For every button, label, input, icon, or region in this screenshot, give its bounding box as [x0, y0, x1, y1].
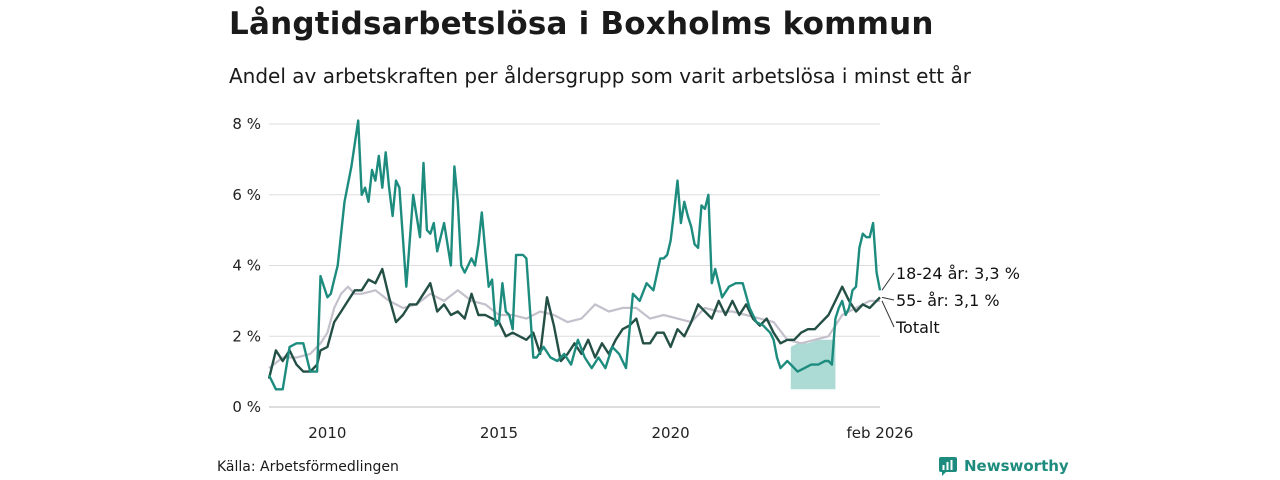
y-tick-label: 8 %	[232, 115, 261, 133]
y-tick-label: 2 %	[232, 327, 261, 345]
brand-name: Newsworthy	[964, 457, 1069, 475]
label-leader-line	[881, 272, 895, 291]
y-tick-label: 4 %	[232, 257, 261, 275]
series-end-label: Totalt	[895, 318, 940, 337]
series-line-totalt	[268, 285, 880, 369]
x-tick-label: feb 2026	[847, 424, 914, 442]
series-end-labels: 18-24 år: 3,3 % 55- år: 3,1 % Totalt	[881, 264, 1020, 337]
gridlines	[269, 123, 880, 408]
label-leader-line	[881, 296, 895, 301]
series-line-55-r	[267, 267, 881, 379]
x-tick-label: 2010	[308, 424, 346, 442]
brand-logo: Newsworthy	[938, 456, 1069, 476]
chart-subtitle: Andel av arbetskraften per åldersgrupp s…	[229, 64, 971, 88]
x-axis: 2010 2015 2020 feb 2026	[308, 424, 913, 442]
chart-title: Långtidsarbetslösa i Boxholms kommun	[229, 6, 934, 42]
series-end-label: 18-24 år: 3,3 %	[896, 264, 1020, 283]
series-lines	[267, 119, 882, 391]
y-axis: 0 % 2 % 4 % 6 % 8 %	[232, 115, 261, 416]
y-tick-label: 0 %	[232, 398, 261, 416]
y-tick-label: 6 %	[232, 186, 261, 204]
x-tick-label: 2020	[652, 424, 690, 442]
source-note: Källa: Arbetsförmedlingen	[217, 459, 399, 475]
series-line-18-24-r	[267, 119, 882, 391]
x-tick-label: 2015	[480, 424, 518, 442]
series-end-label: 55- år: 3,1 %	[896, 291, 1000, 310]
label-leader-line	[881, 300, 895, 328]
newsworthy-logo-icon	[939, 457, 957, 476]
